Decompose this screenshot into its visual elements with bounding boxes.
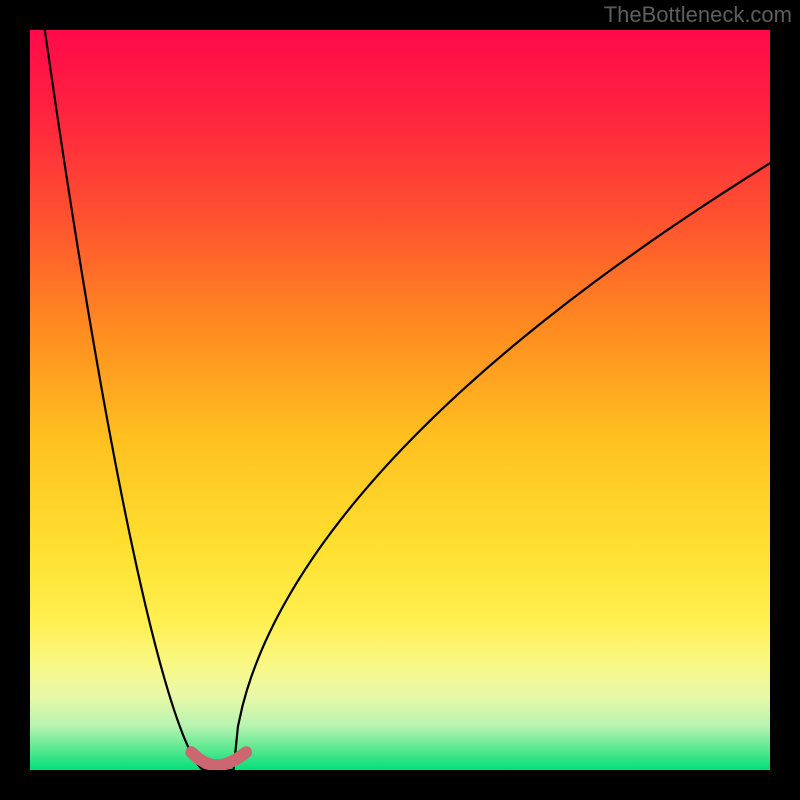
bottleneck-chart [0, 0, 800, 800]
watermark-text: TheBottleneck.com [604, 2, 792, 28]
plot-gradient-background [30, 30, 770, 770]
chart-frame: TheBottleneck.com [0, 0, 800, 800]
